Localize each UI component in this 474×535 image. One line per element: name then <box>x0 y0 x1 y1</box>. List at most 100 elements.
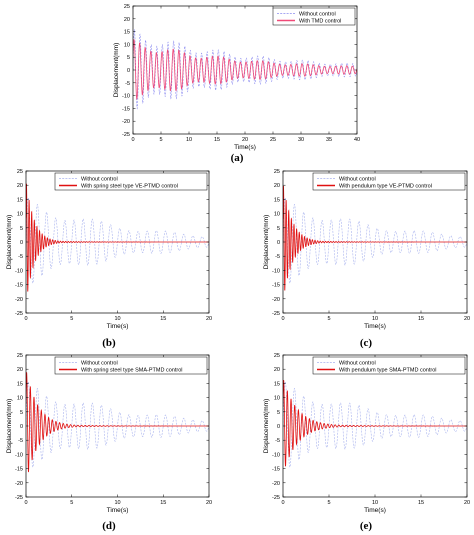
y-tick-label: -15 <box>15 283 23 289</box>
series-group <box>283 379 467 468</box>
y-axis-label: Displacement(mm) <box>263 215 270 270</box>
chart-panel-2: 0 5 10 15 20 -25 -20 -15 -10 -5 0 5 10 15 20 25 Time(s) D… <box>6 169 212 349</box>
series-line-with-control <box>26 372 209 473</box>
y-tick-label: 15 <box>17 197 23 203</box>
y-tick-label: -20 <box>15 481 23 487</box>
y-axis-label: Displacement(mm) <box>6 399 13 454</box>
y-tick-label: 0 <box>277 424 280 430</box>
y-tick-label: -25 <box>272 495 280 501</box>
series-line-with-control <box>283 185 467 291</box>
chart-panel-5: 0 5 10 15 20 -25 -20 -15 -10 -5 0 5 10 15 20 25 Time(s) D… <box>263 353 470 532</box>
y-tick-label: -15 <box>15 467 23 473</box>
x-tick-label: 5 <box>159 137 162 143</box>
y-tick-label: 20 <box>274 183 280 189</box>
legend-label: With pendulum type VE-PTMD control <box>339 184 432 190</box>
y-tick-label: 10 <box>124 42 130 48</box>
y-tick-label: 0 <box>277 240 280 246</box>
x-tick-label: 20 <box>464 500 470 506</box>
x-tick-label: 15 <box>160 500 166 506</box>
x-tick-label: 40 <box>354 137 360 143</box>
x-tick-label: 20 <box>464 316 470 322</box>
x-tick-label: 10 <box>114 500 120 506</box>
y-tick-label: -10 <box>272 268 280 274</box>
y-axis-label: Displacement(mm) <box>113 43 120 98</box>
panel-caption: (d) <box>102 520 116 532</box>
legend-box <box>54 172 208 191</box>
legend-box <box>312 172 466 191</box>
y-tick-label: 20 <box>17 183 23 189</box>
y-tick-label: -25 <box>122 132 130 138</box>
x-axis-label: Time(s) <box>364 323 386 330</box>
y-tick-label: -10 <box>15 452 23 458</box>
x-tick-label: 5 <box>327 316 330 322</box>
x-tick-label: 0 <box>24 500 27 506</box>
series-line-with-control <box>133 39 357 101</box>
y-tick-label: 5 <box>277 410 280 416</box>
y-tick-label: 15 <box>17 381 23 387</box>
y-tick-label: -20 <box>272 297 280 303</box>
y-tick-label: 25 <box>17 353 23 359</box>
series-group <box>133 28 357 110</box>
y-tick-label: -5 <box>275 254 280 260</box>
x-tick-label: 0 <box>24 316 27 322</box>
panel-caption: (c) <box>360 337 373 349</box>
y-tick-label: 15 <box>274 381 280 387</box>
series-line-with-control <box>283 379 467 467</box>
x-tick-label: 0 <box>131 137 134 143</box>
y-tick-label: 0 <box>20 240 23 246</box>
y-tick-label: -25 <box>15 311 23 317</box>
x-axis-label: Time(s) <box>364 507 386 514</box>
y-tick-label: -15 <box>272 467 280 473</box>
legend-box <box>312 356 466 375</box>
x-axis-label: Time(s) <box>234 144 256 151</box>
y-axis-label: Displacement(mm) <box>6 215 13 270</box>
y-tick-label: 20 <box>124 17 130 23</box>
y-axis-label: Displacement(mm) <box>263 399 270 454</box>
legend-label: Without control <box>81 361 118 367</box>
y-tick-label: -5 <box>125 81 130 87</box>
y-tick-label: 10 <box>274 396 280 402</box>
legend-box <box>54 356 208 375</box>
chart-panel-3: 0 5 10 15 20 -25 -20 -15 -10 -5 0 5 10 15 20 25 Time(s) D… <box>263 169 470 349</box>
legend-label: Without control <box>81 177 118 183</box>
legend-label: With TMD control <box>299 19 341 25</box>
x-tick-label: 15 <box>160 316 166 322</box>
y-tick-label: -10 <box>272 452 280 458</box>
x-tick-label: 15 <box>418 316 424 322</box>
x-tick-label: 5 <box>327 500 330 506</box>
legend-label: With pendulum type SMA-PTMD control <box>339 368 437 374</box>
x-tick-label: 10 <box>114 316 120 322</box>
x-tick-label: 20 <box>206 500 212 506</box>
y-tick-label: 10 <box>17 396 23 402</box>
panel-caption: (b) <box>102 337 116 349</box>
y-tick-label: -10 <box>122 94 130 100</box>
y-tick-label: -5 <box>18 438 23 444</box>
legend-label: Without control <box>339 361 376 367</box>
y-tick-label: 10 <box>17 212 23 218</box>
y-tick-label: -10 <box>15 268 23 274</box>
x-tick-label: 10 <box>372 500 378 506</box>
legend-label: With spring steel type VE-PTMD control <box>81 184 178 190</box>
y-tick-label: -5 <box>275 438 280 444</box>
x-tick-label: 25 <box>270 137 276 143</box>
x-tick-label: 5 <box>70 316 73 322</box>
x-axis-label: Time(s) <box>107 323 129 330</box>
x-tick-label: 10 <box>186 137 192 143</box>
x-tick-label: 0 <box>281 316 284 322</box>
y-tick-label: -15 <box>122 106 130 112</box>
y-tick-label: 5 <box>20 410 23 416</box>
x-tick-label: 15 <box>418 500 424 506</box>
x-tick-label: 35 <box>326 137 332 143</box>
y-tick-label: 20 <box>274 367 280 373</box>
x-tick-label: 20 <box>242 137 248 143</box>
x-tick-label: 10 <box>372 316 378 322</box>
y-tick-label: 10 <box>274 212 280 218</box>
series-group <box>283 185 467 291</box>
legend-label: Without control <box>299 12 336 18</box>
x-tick-label: 15 <box>214 137 220 143</box>
